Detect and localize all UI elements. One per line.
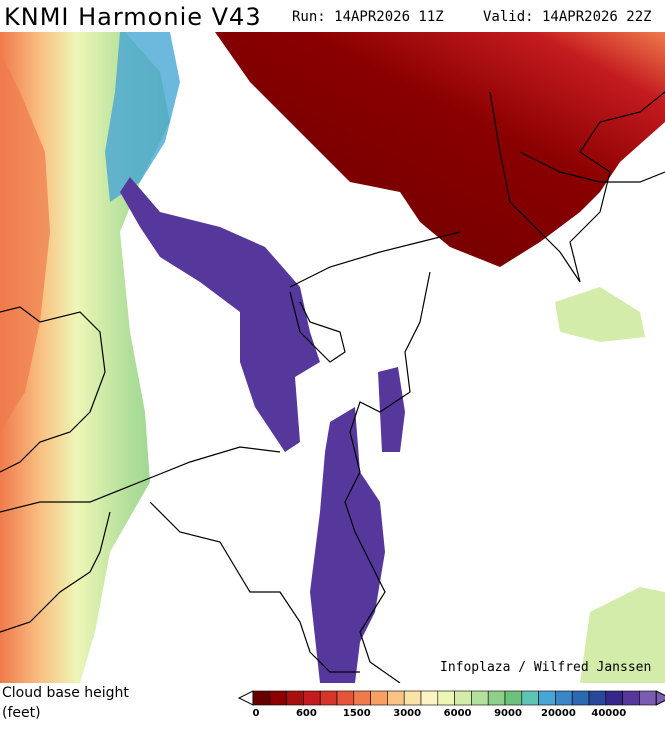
- colorbar-box: [437, 690, 455, 706]
- credit: Infoplaza / Wilfred Janssen: [440, 660, 652, 675]
- coastlines: [0, 91, 665, 683]
- title: KNMI Harmonie V43: [4, 3, 262, 31]
- cloud-field-east: [215, 32, 665, 267]
- colorbar-box: [504, 690, 523, 706]
- colorbar-label: 600: [296, 708, 317, 719]
- cloud-field-low: [0, 52, 50, 432]
- colorbar-box: [403, 690, 422, 706]
- colorbar-box: [605, 690, 623, 706]
- colorbar-box: [588, 690, 607, 706]
- colorbar-box: [521, 690, 539, 706]
- cloud-field-patch: [555, 287, 645, 342]
- colorbar-arrow: [655, 690, 665, 706]
- colorbar-box: [303, 690, 321, 706]
- colorbar-box: [538, 690, 556, 706]
- colorbar-box: [454, 690, 472, 706]
- cloud-field-patch: [580, 587, 665, 683]
- map: [0, 32, 665, 683]
- colorbar-label: 20000: [541, 708, 576, 719]
- cloud-field-blue: [105, 32, 180, 202]
- legend-unit: (feet): [2, 705, 41, 721]
- colorbar-label: 6000: [444, 708, 472, 719]
- colorbar-box: [336, 690, 355, 706]
- colorbar-box: [269, 690, 287, 706]
- colorbar-box: [286, 690, 304, 706]
- colorbar-box: [319, 690, 338, 706]
- colorbar-label: 40000: [591, 708, 626, 719]
- cloud-field-purple: [310, 407, 385, 683]
- colorbar-label: 0: [253, 708, 260, 719]
- colorbar-label: 9000: [494, 708, 522, 719]
- cloud-field-purple: [120, 177, 320, 452]
- colorbar-box: [370, 690, 388, 706]
- colorbar-box: [420, 690, 439, 706]
- colorbar-box: [487, 690, 506, 706]
- colorbar-box: [252, 690, 271, 706]
- valid-time: Valid: 14APR2026 22Z: [483, 9, 652, 25]
- colorbar-box: [639, 690, 657, 706]
- colorbar-box: [387, 690, 405, 706]
- colorbar: 0 600 1500 3000 6000 9000 20000 40000: [237, 690, 665, 719]
- cloud-field-purple: [378, 367, 405, 452]
- colorbar-box: [571, 690, 590, 706]
- colorbar-label: 3000: [393, 708, 421, 719]
- colorbar-box: [353, 690, 371, 706]
- colorbar-label: 1500: [343, 708, 371, 719]
- colorbar-box: [471, 690, 489, 706]
- legend-title: Cloud base height: [2, 685, 129, 701]
- run-time: Run: 14APR2026 11Z: [292, 9, 444, 25]
- colorbar-box: [555, 690, 573, 706]
- colorbar-box: [622, 690, 640, 706]
- colorbar-arrow: [237, 690, 254, 706]
